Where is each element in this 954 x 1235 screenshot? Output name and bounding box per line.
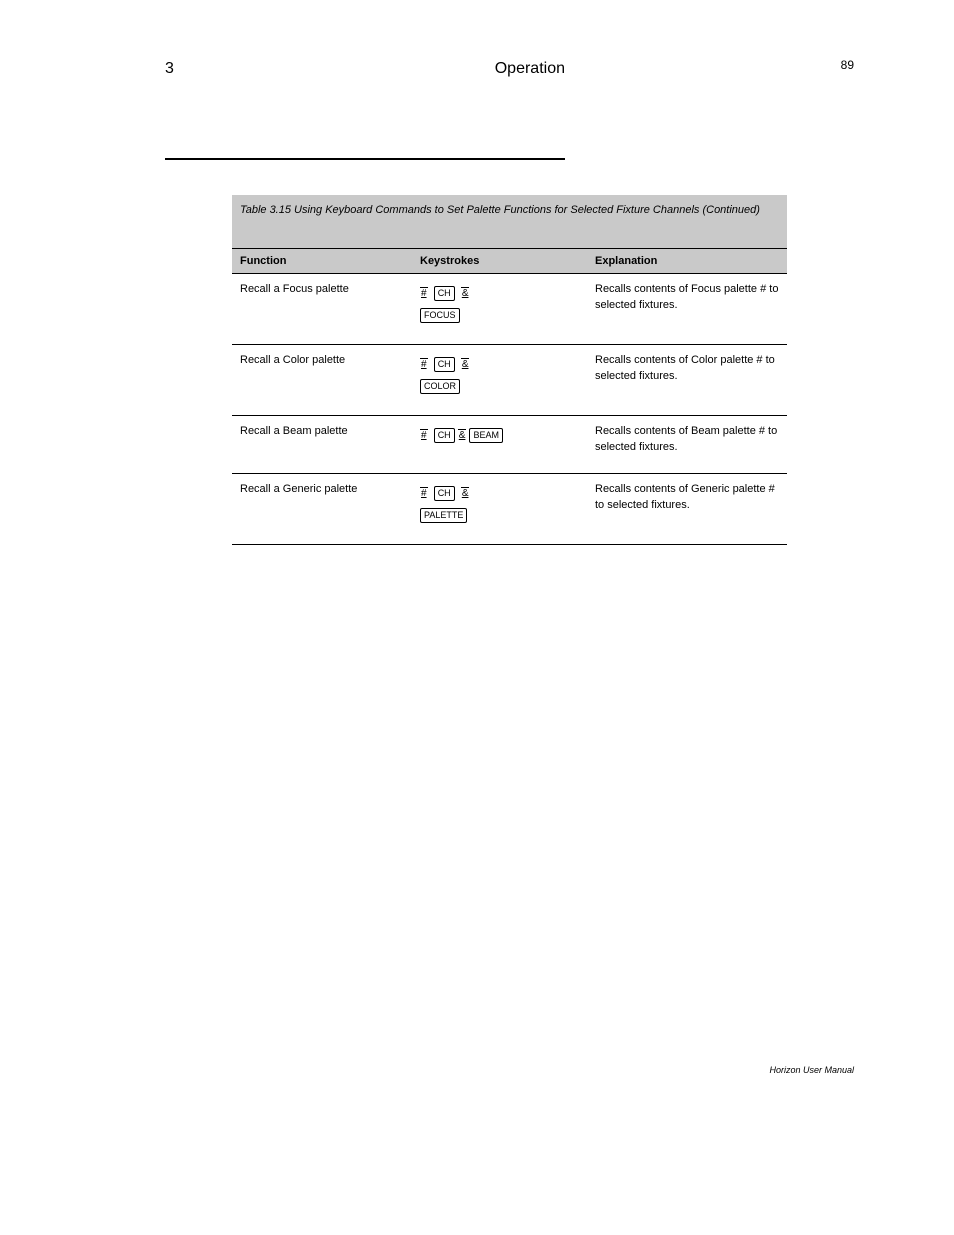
table-row: Recall a Generic palette # CH &PALETTE R… <box>232 474 787 545</box>
chapter-number: 3 <box>165 60 174 78</box>
table-row: Recall a Color palette # CH &COLOR Recal… <box>232 345 787 416</box>
chapter-name: Operation <box>495 60 565 78</box>
cell-keystrokes: # CH & BEAM <box>412 416 587 474</box>
cell-function: Recall a Generic palette <box>232 474 412 545</box>
col-explanation: Explanation <box>587 249 787 274</box>
cell-keystrokes: # CH &FOCUS <box>412 274 587 345</box>
col-function: Function <box>232 249 412 274</box>
cell-explanation: Recalls contents of Beam palette # to se… <box>587 416 787 474</box>
cell-explanation: Recalls contents of Generic palette # to… <box>587 474 787 545</box>
table-row: Recall a Beam palette # CH & BEAM Recall… <box>232 416 787 474</box>
cell-explanation: Recalls contents of Color palette # to s… <box>587 345 787 416</box>
table-row: Recall a Focus palette # CH &FOCUS Recal… <box>232 274 787 345</box>
table-header-row: Function Keystrokes Explanation <box>232 249 787 274</box>
chapter-title-line: 3 Operation <box>165 60 565 78</box>
col-keystrokes: Keystrokes <box>412 249 587 274</box>
page-number: 89 <box>841 58 854 72</box>
cell-keystrokes: # CH &COLOR <box>412 345 587 416</box>
table-caption-row: Table 3.15 Using Keyboard Commands to Se… <box>232 195 787 249</box>
header-rule <box>165 158 565 160</box>
palette-table: Table 3.15 Using Keyboard Commands to Se… <box>232 195 787 545</box>
cell-keystrokes: # CH &PALETTE <box>412 474 587 545</box>
cell-explanation: Recalls contents of Focus palette # to s… <box>587 274 787 345</box>
cell-function: Recall a Color palette <box>232 345 412 416</box>
footer-text: Horizon User Manual <box>165 1065 854 1075</box>
cell-function: Recall a Beam palette <box>232 416 412 474</box>
table-caption: Table 3.15 Using Keyboard Commands to Se… <box>232 195 787 249</box>
cell-function: Recall a Focus palette <box>232 274 412 345</box>
